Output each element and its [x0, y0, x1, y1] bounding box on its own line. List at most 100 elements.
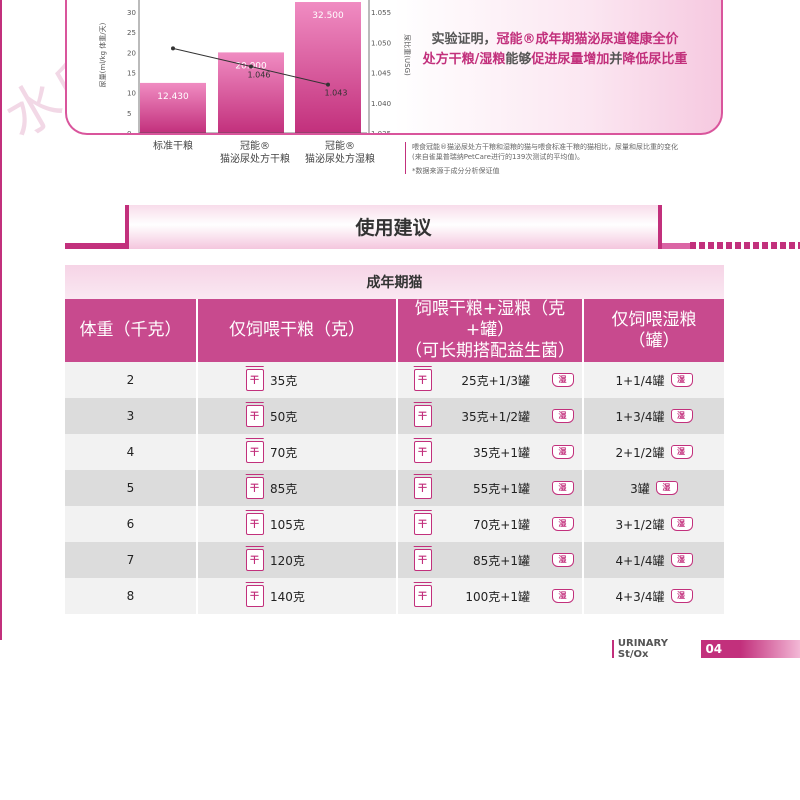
cell-weight: 2 — [65, 362, 198, 398]
table-header-row: 体重（千克） 仅饲喂干粮（克） 饲喂干粮+湿粮（克+罐） （可长期搭配益生菌） … — [65, 299, 724, 362]
y2-tick-label: 1.055 — [371, 9, 391, 17]
table-body: 2 干 35克干 25克+1/3罐湿 1+1/4罐湿 3 干 50克干 35克+1/2罐湿 1+3… — [65, 362, 724, 614]
footer-rule — [612, 640, 614, 658]
dry-amount: 105克 — [270, 517, 305, 532]
cell-dry: 干 105克 — [197, 506, 398, 542]
y2-tick-label: 1.035 — [371, 130, 391, 135]
cell-weight: 5 — [65, 470, 198, 506]
y2-axis-label: 尿比重(USG) — [403, 34, 412, 76]
dry-food-bag-icon: 干 — [246, 585, 264, 607]
mix-amount: 25克+1/3罐 — [461, 373, 530, 388]
wet-amount: 1+1/4罐 — [615, 373, 665, 388]
mix-amount: 55克+1罐 — [473, 481, 530, 496]
cell-mix: 干 70克+1罐 湿 — [397, 506, 584, 542]
cell-weight: 8 — [65, 578, 198, 614]
wet-food-can-icon: 湿 — [670, 589, 693, 603]
section-title: 使用建议 — [355, 217, 432, 239]
y-tick-label: 5 — [127, 110, 131, 118]
table-row: 7 干 120克干 85克+1罐湿 4+1/4罐湿 — [65, 542, 724, 578]
bar-value-label: 32.500 — [312, 11, 344, 21]
claim-part: 并 — [609, 52, 623, 67]
dry-food-bag-icon: 干 — [246, 405, 264, 427]
mix-amount: 85克+1罐 — [473, 553, 530, 568]
note-line: (来自雀巢普瑞纳PetCare进行的139次测试的平均值)。 — [412, 153, 585, 161]
page-edge-line — [0, 0, 2, 640]
wet-food-can-icon: 湿 — [670, 409, 693, 423]
y-tick-label: 25 — [127, 29, 136, 37]
header-weight: 体重（千克） — [65, 299, 198, 362]
dry-amount: 120克 — [270, 553, 305, 568]
wet-food-can-icon: 湿 — [655, 481, 678, 495]
cell-mix: 干 100克+1罐 湿 — [397, 578, 584, 614]
y-tick-label: 30 — [127, 9, 136, 17]
notes-rule — [405, 142, 406, 174]
y-axis-label: 尿量(ml/kg 体重/天) — [98, 22, 107, 87]
wet-food-can-icon: 湿 — [670, 445, 693, 459]
feeding-table: 体重（千克） 仅饲喂干粮（克） 饲喂干粮+湿粮（克+罐） （可长期搭配益生菌） … — [65, 299, 724, 614]
cell-dry: 干 50克 — [197, 398, 398, 434]
mix-amount: 70克+1罐 — [473, 517, 530, 532]
banner-dots — [690, 242, 800, 249]
header-dry: 仅饲喂干粮（克） — [197, 299, 398, 362]
dry-food-bag-icon: 干 — [246, 369, 264, 391]
claim-highlight: 降低尿比重 — [622, 52, 688, 67]
cell-wet: 3+1/2罐湿 — [583, 506, 724, 542]
dry-food-bag-icon: 干 — [414, 549, 432, 571]
cell-mix: 干 35克+1罐 湿 — [397, 434, 584, 470]
chart-x-labels: 标准干粮 冠能® 猫泌尿处方干粮 冠能® 猫泌尿处方湿粮 — [60, 140, 375, 180]
dry-amount: 140克 — [270, 589, 305, 604]
cell-dry: 干 70克 — [197, 434, 398, 470]
table-row: 8 干 140克干 100克+1罐湿 4+3/4罐湿 — [65, 578, 724, 614]
wet-food-can-icon: 湿 — [552, 589, 574, 603]
wet-amount: 2+1/2罐 — [615, 445, 665, 460]
table-row: 6 干 105克干 70克+1罐湿 3+1/2罐湿 — [65, 506, 724, 542]
wet-food-can-icon: 湿 — [670, 553, 693, 567]
claim-highlight: 处方干粮/湿粮 — [422, 52, 506, 67]
x-label-standard: 标准干粮 — [153, 141, 193, 152]
cell-weight: 3 — [65, 398, 198, 434]
section-banner: 使用建议 — [125, 205, 662, 249]
wet-food-can-icon: 湿 — [552, 553, 574, 567]
wet-food-can-icon: 湿 — [670, 517, 693, 531]
cell-weight: 6 — [65, 506, 198, 542]
wet-food-can-icon: 湿 — [552, 373, 574, 387]
wet-amount: 3+1/2罐 — [615, 517, 665, 532]
table-row: 4 干 70克干 35克+1罐湿 2+1/2罐湿 — [65, 434, 724, 470]
y-tick-label: 0 — [127, 130, 131, 135]
cell-dry: 干 35克 — [197, 362, 398, 398]
usg-point — [326, 82, 330, 87]
cell-dry: 干 120克 — [197, 542, 398, 578]
y-tick-label: 10 — [127, 90, 136, 98]
usg-value-label: 1.046 — [248, 71, 271, 80]
banner-wing-left — [65, 243, 125, 249]
footer-brand: URINARY St/Ox — [617, 638, 668, 660]
dry-food-bag-icon: 干 — [414, 585, 432, 607]
cell-wet: 4+1/4罐湿 — [583, 542, 724, 578]
table-row: 5 干 85克干 55克+1罐湿 3罐湿 — [65, 470, 724, 506]
wet-amount: 3罐 — [630, 481, 650, 496]
bar-value-label: 12.430 — [157, 92, 189, 102]
dry-food-bag-icon: 干 — [414, 405, 432, 427]
wet-amount: 4+1/4罐 — [615, 553, 665, 568]
claim-text: 实验证明，冠能®成年期猫泌尿道健康全价 处方干粮/湿粮能够促进尿量增加并降低尿比… — [405, 30, 705, 70]
cell-weight: 4 — [65, 434, 198, 470]
feeding-table-wrap: 成年期猫 体重（千克） 仅饲喂干粮（克） 饲喂干粮+湿粮（克+罐） （可长期搭配… — [65, 265, 724, 614]
mix-amount: 100克+1罐 — [465, 589, 530, 604]
dry-amount: 50克 — [270, 409, 298, 424]
dry-food-bag-icon: 干 — [414, 369, 432, 391]
chart-notes: 喂食冠能®猫泌尿处方干粮和湿粮的猫与喂食标准干粮的猫相比，尿量和尿比重的变化 (… — [412, 142, 742, 176]
cell-wet: 3罐湿 — [583, 470, 724, 506]
dry-food-bag-icon: 干 — [246, 513, 264, 535]
table-row: 3 干 50克干 35克+1/2罐湿 1+3/4罐湿 — [65, 398, 724, 434]
dry-food-bag-icon: 干 — [414, 477, 432, 499]
cell-mix: 干 55克+1罐 湿 — [397, 470, 584, 506]
dry-amount: 70克 — [270, 445, 298, 460]
claim-part: 实验证明， — [431, 32, 497, 47]
wet-amount: 1+3/4罐 — [615, 409, 665, 424]
cell-weight: 7 — [65, 542, 198, 578]
usg-point — [249, 64, 253, 69]
claim-highlight: 冠能®成年期猫泌尿道健康全价 — [496, 32, 679, 47]
x-label-wet: 冠能® 猫泌尿处方湿粮 — [305, 141, 375, 165]
